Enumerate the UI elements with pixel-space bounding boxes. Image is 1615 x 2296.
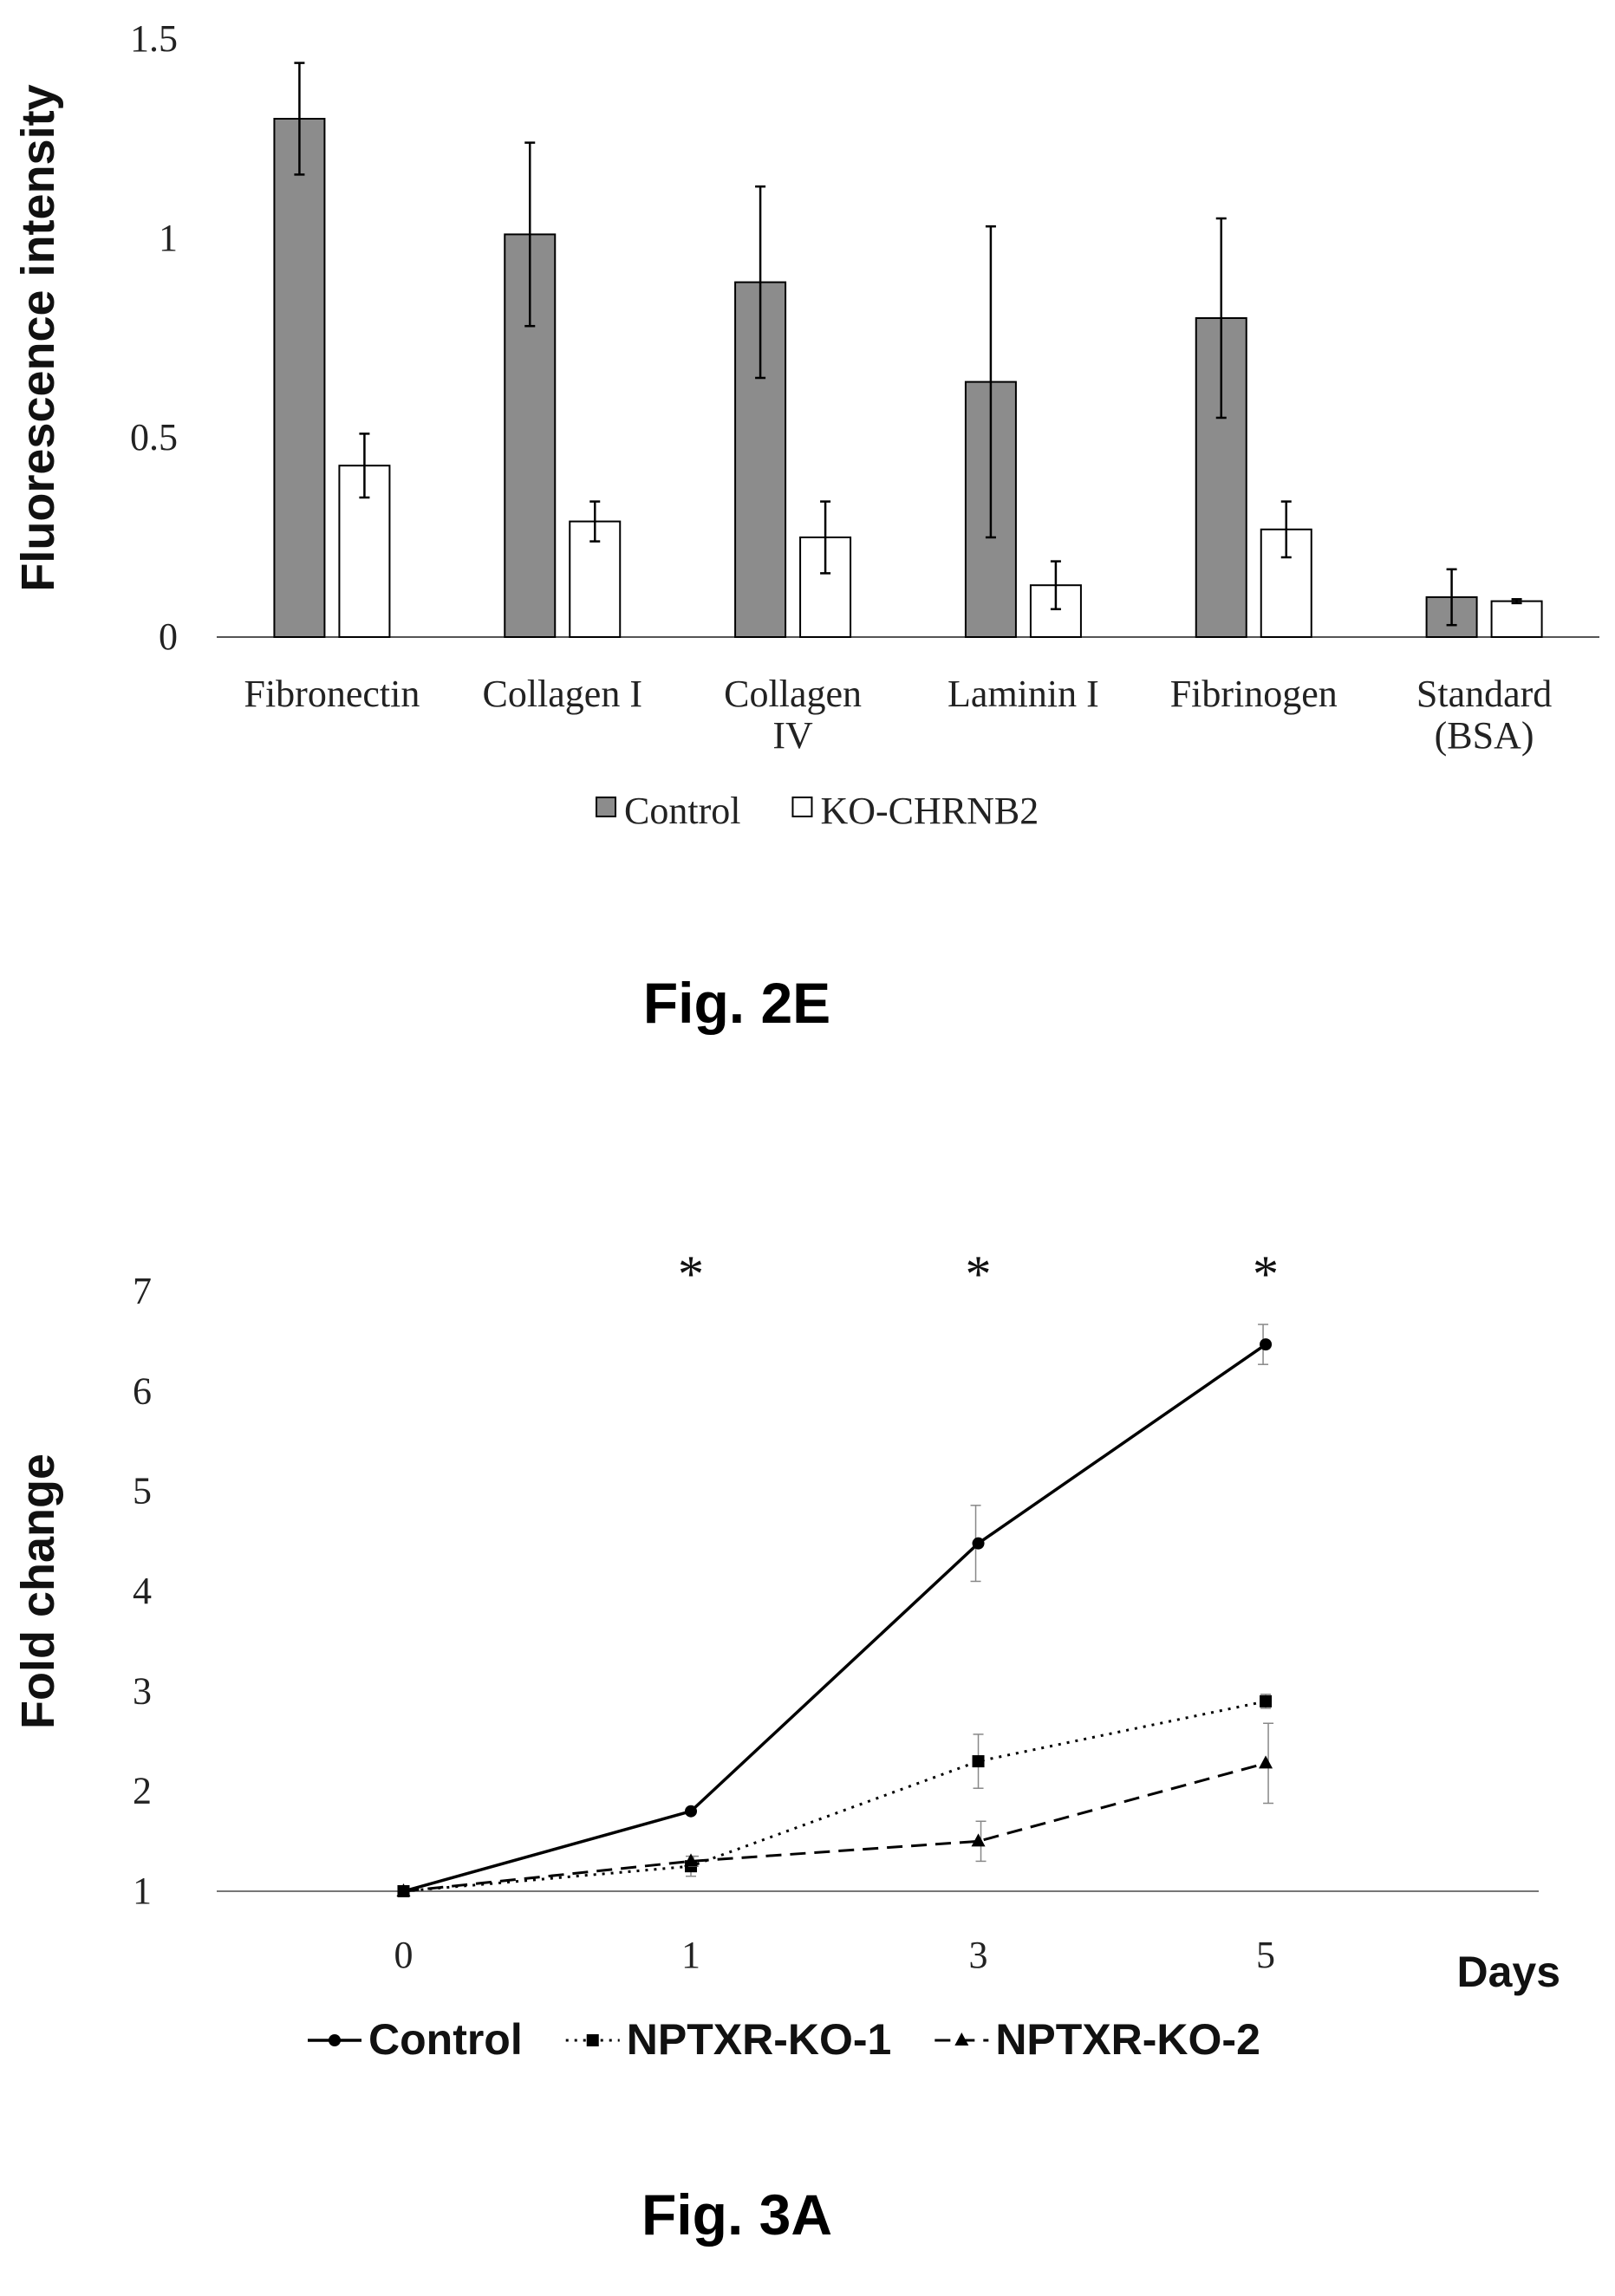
x-tick-label: Collagen I xyxy=(482,673,642,715)
y-tick-label: 0.5 xyxy=(130,416,178,459)
y-tick-label: 1 xyxy=(133,1870,152,1912)
y-tick-label: 2 xyxy=(133,1770,152,1812)
y-tick-label: 5 xyxy=(133,1470,152,1512)
data-point xyxy=(684,1853,699,1867)
data-point xyxy=(1260,1694,1273,1707)
figure-label-3a: Fig. 3A xyxy=(641,2182,832,2247)
figure-label-2e: Fig. 2E xyxy=(643,971,830,1035)
y-tick-label: 7 xyxy=(133,1270,152,1312)
series-line xyxy=(403,1343,1267,1893)
y-tick-label: 0 xyxy=(159,615,178,658)
fluorescence-bar-chart: 0 0.5 1 1.5 Fluorescence intensity Fibronecti… xyxy=(12,17,1599,832)
x-tick-label: Collagen xyxy=(724,673,862,715)
legend-swatch xyxy=(791,797,813,817)
legend-label: NPTXR-KO-1 xyxy=(627,2015,892,2064)
legend-marker xyxy=(329,2034,341,2046)
legend-marker xyxy=(954,2033,969,2046)
significance-star: * xyxy=(678,1246,704,1303)
data-point xyxy=(396,1883,411,1896)
x-tick-label: 1 xyxy=(681,1934,700,1976)
series-line xyxy=(403,1761,1267,1893)
bar xyxy=(1490,600,1543,638)
x-tick-label: IV xyxy=(772,714,813,757)
x-axis-title: Days xyxy=(1456,1948,1560,1996)
x-tick-label: (BSA) xyxy=(1435,714,1534,757)
y-axis-title: Fold change xyxy=(12,1454,64,1729)
significance-star: * xyxy=(966,1246,992,1303)
x-tick-label: 0 xyxy=(394,1934,413,1976)
x-tick-label: Laminin I xyxy=(948,673,1099,715)
legend-label: NPTXR-KO-2 xyxy=(995,2015,1260,2064)
bar xyxy=(273,118,326,638)
y-tick-label: 3 xyxy=(133,1669,152,1712)
x-tick-label: 3 xyxy=(969,1934,988,1976)
data-point xyxy=(972,1755,985,1768)
x-tick-label: Fibronectin xyxy=(244,673,420,715)
series-line xyxy=(403,1700,1267,1893)
bar xyxy=(569,520,622,638)
x-tick-label: 5 xyxy=(1256,1934,1275,1976)
fold-change-line-chart: 1 2 3 4 5 6 7 Fold change 0 1 3 5 Days * * * Control NPTX… xyxy=(12,1246,1560,2064)
y-tick-label: 1.5 xyxy=(130,17,178,60)
data-point xyxy=(972,1537,985,1550)
legend-label: Control xyxy=(624,790,740,832)
significance-star: * xyxy=(1253,1246,1279,1303)
legend-marker xyxy=(586,2034,599,2046)
legend-swatch xyxy=(596,797,616,817)
y-tick-label: 1 xyxy=(159,217,178,259)
x-tick-label: Standard xyxy=(1416,673,1552,715)
y-tick-label: 4 xyxy=(133,1570,152,1612)
legend-label: KO-CHRNB2 xyxy=(820,790,1039,832)
x-tick-label: Fibrinogen xyxy=(1170,673,1338,715)
data-point xyxy=(971,1833,986,1847)
data-point xyxy=(1260,1338,1273,1351)
y-tick-label: 6 xyxy=(133,1369,152,1412)
legend-label: Control xyxy=(368,2015,523,2064)
y-axis-title: Fluorescence intensity xyxy=(12,84,64,591)
data-point xyxy=(685,1805,698,1818)
data-point xyxy=(1259,1755,1273,1769)
